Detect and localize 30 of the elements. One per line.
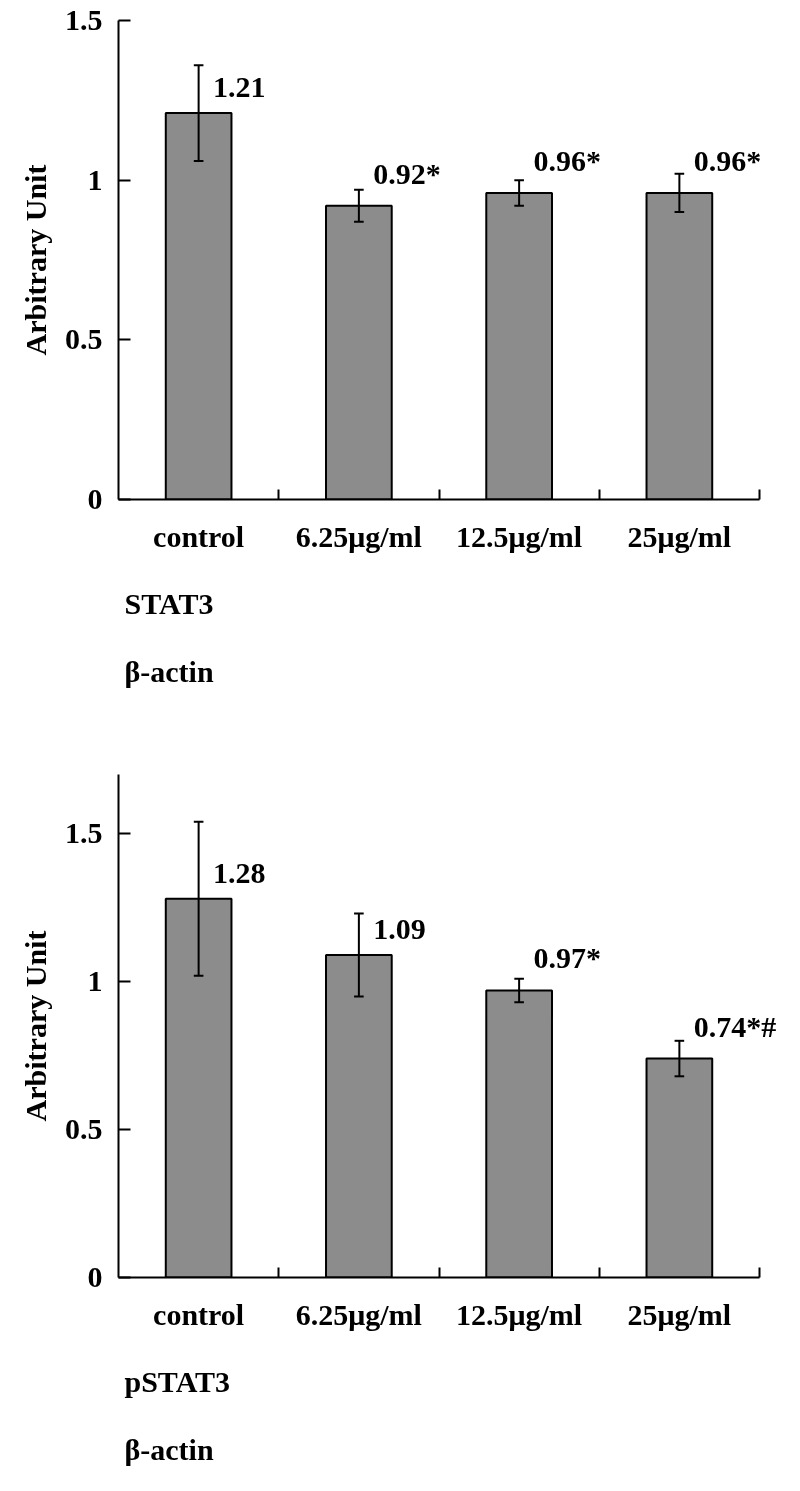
y-tick-label: 0 xyxy=(87,482,103,515)
y-axis-title: Arbitrary Unit xyxy=(19,164,52,356)
y-tick-label: 1.5 xyxy=(65,816,103,850)
x-tick-label: 6.25μg/ml xyxy=(295,1297,422,1331)
text: β-actin xyxy=(124,655,214,688)
text: β-actin xyxy=(124,1433,214,1466)
data-label: 0.96* xyxy=(533,143,602,177)
x-tick-label: 12.5μg/ml xyxy=(456,1297,583,1331)
data-label: 1.28 xyxy=(213,855,266,889)
y-tick-label: 0 xyxy=(87,1260,103,1293)
y-tick-label: 1 xyxy=(87,964,103,998)
data-label: 0.97* xyxy=(533,941,602,975)
x-tick-label: control xyxy=(153,519,245,553)
y-tick-label: 1 xyxy=(87,162,103,196)
x-tick-label: 6.25μg/ml xyxy=(295,519,422,553)
y-axis-title: Arbitrary Unit xyxy=(19,930,52,1122)
x-tick-label: 25μg/ml xyxy=(627,1297,732,1331)
data-label: 1.09 xyxy=(373,911,426,945)
data-label: 0.96* xyxy=(693,143,762,177)
text: pSTAT3 xyxy=(124,1365,231,1398)
y-tick-label: 0.5 xyxy=(65,1112,103,1146)
data-label: 1.21 xyxy=(213,70,266,104)
x-tick-label: control xyxy=(153,1297,245,1331)
text: STAT3 xyxy=(124,587,214,620)
data-label: 0.92* xyxy=(373,156,441,190)
x-tick-label: 12.5μg/ml xyxy=(456,519,583,553)
y-tick-label: 1.5 xyxy=(65,3,103,36)
y-tick-label: 0.5 xyxy=(65,322,103,356)
data-label: 0.74*# xyxy=(693,1009,777,1043)
x-tick-label: 25μg/ml xyxy=(627,519,732,553)
